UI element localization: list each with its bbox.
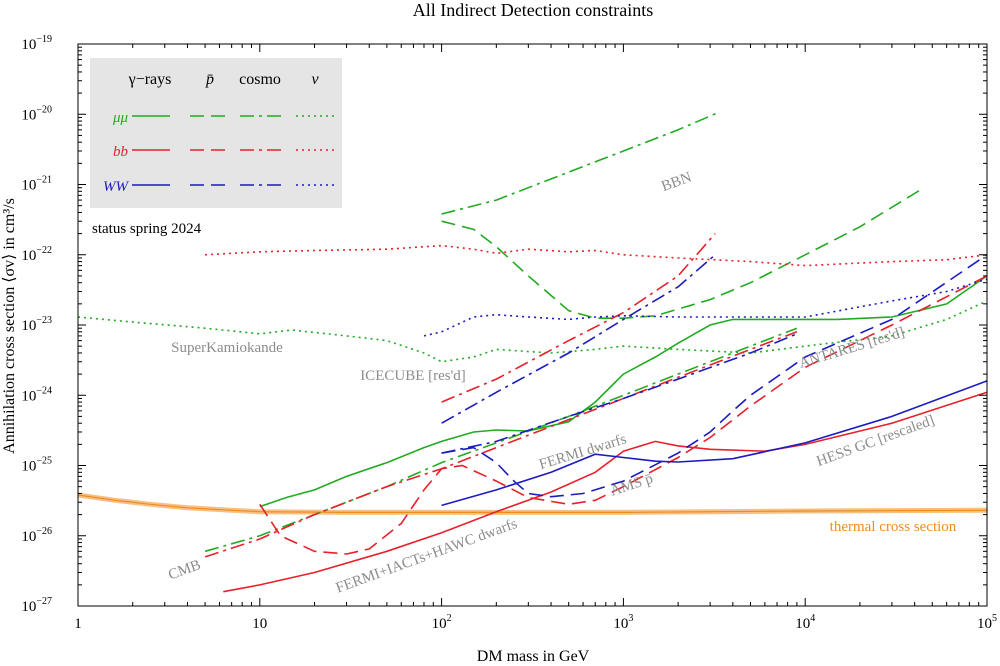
annotation-cmb: CMB <box>166 557 203 583</box>
annotation-bbn: BBN <box>659 169 694 195</box>
series-thermal-cross-section <box>77 494 988 513</box>
y-tick-exponent: −20 <box>36 104 52 115</box>
series-layer <box>77 112 988 593</box>
x-tick-exponent: 3 <box>628 613 633 624</box>
legend-row-bb: bb <box>113 144 129 160</box>
y-tick-exponent: −21 <box>36 175 52 186</box>
x-tick-label: 104 <box>795 613 815 632</box>
annotation-thermal: thermal cross section <box>830 519 957 535</box>
y-tick-exponent: −24 <box>36 385 52 396</box>
y-tick-exponent: −19 <box>36 34 52 45</box>
y-tick-label: 10−20 <box>21 104 52 123</box>
x-tick-label: 102 <box>432 613 452 632</box>
y-tick-label: 10−21 <box>21 175 52 194</box>
y-tick-label: 10−22 <box>21 245 52 264</box>
annotation-superkamiokande: SuperKamiokande <box>171 340 283 356</box>
series-mumu-bbn <box>441 112 719 215</box>
x-tick-exponent: 2 <box>447 613 452 624</box>
y-tick-label: 10−27 <box>21 596 52 615</box>
legend: γ−rays p̄ cosmo ν μμ bb WW <box>90 58 342 208</box>
tick-layer: 1 10 102 103 104 105 10−19 10−20 10−21 10−22 10−23… <box>21 34 997 632</box>
x-axis-title: DM mass in GeV <box>477 648 590 665</box>
series-ww-cosmo <box>441 333 798 454</box>
y-tick-label: 10−25 <box>21 456 52 475</box>
series-bb-bbn <box>441 233 716 403</box>
x-tick-label: 10 <box>252 616 267 632</box>
series-mumu-gamma-rays <box>259 275 988 508</box>
annotation-fermi-iacts-hawc: FERMI+IACTs+HAWC dwarfs <box>334 516 520 597</box>
x-tick-label: 105 <box>977 613 997 632</box>
series-ww-bbn <box>441 254 716 424</box>
legend-swatches <box>132 115 334 186</box>
y-tick-label: 10−26 <box>21 526 52 545</box>
annotation-antares: ANTARES [res'd] <box>797 325 906 372</box>
y-tick-label: 10−23 <box>21 315 52 334</box>
series-bb-neutrino <box>205 244 988 267</box>
annotation-fermi-dwarfs: FERMI dwarfs <box>537 431 628 473</box>
y-axis-title: Annihilation cross section ⟨σv⟩ in cm³/s <box>1 198 18 454</box>
status-text: status spring 2024 <box>92 221 202 237</box>
legend-col-cosmo: cosmo <box>239 71 281 88</box>
series-bb-antiprotons <box>259 275 988 555</box>
series-mumu-antiprotons <box>441 187 925 319</box>
x-tick-label: 103 <box>613 613 633 632</box>
series-ww-antiprotons <box>441 254 988 498</box>
legend-row-WW: WW <box>103 179 129 195</box>
y-tick-label: 10−19 <box>21 34 52 53</box>
y-tick-exponent: −23 <box>36 315 52 326</box>
y-tick-label: 10−24 <box>21 385 52 404</box>
legend-row-mumu: μμ <box>112 110 129 126</box>
legend-background <box>90 58 342 208</box>
series-ww-gamma-rays <box>441 380 988 507</box>
series-mumu-neutrino <box>77 300 988 363</box>
annotation-ams-pbar: AMS p̄ <box>608 471 655 500</box>
y-tick-exponent: −27 <box>36 596 52 607</box>
x-tick-exponent: 5 <box>992 613 997 624</box>
series-bb-cosmo <box>204 331 798 558</box>
chart-title: All Indirect Detection constraints <box>413 0 653 20</box>
y-tick-exponent: −22 <box>36 245 52 256</box>
y-tick-exponent: −26 <box>36 526 52 537</box>
legend-col-gamma: γ−rays <box>128 71 172 88</box>
x-tick-label: 1 <box>74 616 82 632</box>
legend-col-neutrino: ν <box>311 71 319 88</box>
legend-col-antiproton: p̄ <box>205 71 214 88</box>
annotation-icecube: ICECUBE [res'd] <box>360 368 466 384</box>
x-tick-exponent: 4 <box>810 613 815 624</box>
y-tick-exponent: −25 <box>36 456 52 467</box>
annotations: BBN SuperKamiokande ICECUBE [res'd] ANTA… <box>166 169 957 596</box>
